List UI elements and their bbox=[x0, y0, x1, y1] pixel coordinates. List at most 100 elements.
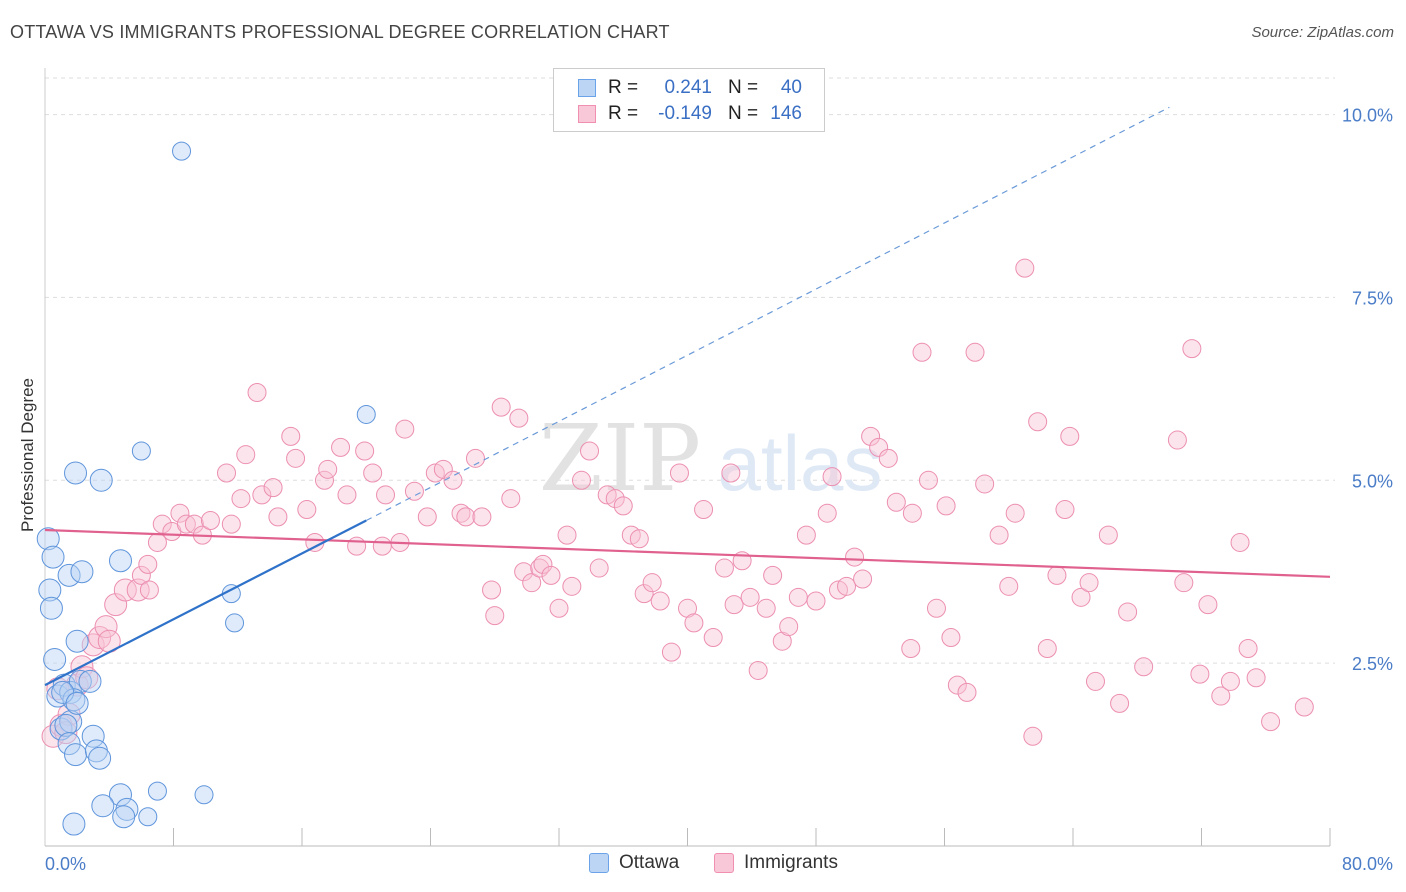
data-point bbox=[694, 500, 714, 520]
data-point bbox=[337, 485, 357, 505]
data-point bbox=[1023, 726, 1043, 746]
data-point bbox=[748, 660, 768, 680]
data-point bbox=[1028, 412, 1048, 432]
data-point bbox=[936, 496, 956, 516]
data-point bbox=[172, 141, 192, 161]
data-point bbox=[139, 580, 159, 600]
data-point bbox=[533, 554, 553, 574]
data-point bbox=[886, 492, 906, 512]
data-point bbox=[571, 470, 591, 490]
data-point bbox=[297, 500, 317, 520]
data-point bbox=[64, 461, 88, 485]
n-label: N = bbox=[728, 77, 759, 98]
data-point bbox=[176, 514, 196, 534]
immigrants-legend-swatch bbox=[714, 853, 734, 873]
data-point bbox=[456, 507, 476, 527]
immigrants-regression-line bbox=[44, 528, 1331, 578]
data-point bbox=[363, 463, 383, 483]
data-point bbox=[221, 514, 241, 534]
data-point bbox=[861, 426, 881, 446]
data-point bbox=[318, 459, 338, 479]
data-point bbox=[822, 467, 842, 487]
data-point bbox=[472, 507, 492, 527]
data-point bbox=[131, 441, 151, 461]
data-point bbox=[372, 536, 392, 556]
immigrants-points bbox=[41, 258, 1314, 748]
data-point bbox=[869, 437, 889, 457]
y-tick-label: 7.5% bbox=[1352, 288, 1393, 308]
data-point bbox=[395, 419, 415, 439]
data-point bbox=[236, 445, 256, 465]
data-point bbox=[51, 680, 75, 704]
data-point bbox=[1037, 639, 1057, 659]
data-point bbox=[806, 591, 826, 611]
data-point bbox=[1110, 693, 1130, 713]
data-point bbox=[509, 408, 529, 428]
data-point bbox=[902, 503, 922, 523]
data-point bbox=[81, 724, 105, 748]
data-point bbox=[926, 598, 946, 618]
data-point bbox=[684, 613, 704, 633]
data-point bbox=[1238, 639, 1258, 659]
data-point bbox=[1005, 503, 1025, 523]
data-point bbox=[756, 598, 776, 618]
data-point bbox=[779, 617, 799, 637]
ottawa-points bbox=[36, 141, 376, 836]
data-point bbox=[356, 404, 376, 424]
data-point bbox=[912, 342, 932, 362]
watermark-atlas: atlas bbox=[718, 419, 883, 507]
data-point bbox=[562, 576, 582, 596]
watermark: ZIP atlas bbox=[539, 405, 882, 512]
data-point bbox=[965, 342, 985, 362]
data-point bbox=[376, 485, 396, 505]
data-point bbox=[417, 507, 437, 527]
data-point bbox=[522, 573, 542, 593]
data-point bbox=[1230, 532, 1250, 552]
data-point bbox=[36, 527, 60, 551]
data-point bbox=[1190, 664, 1210, 684]
data-point bbox=[721, 463, 741, 483]
data-point bbox=[1261, 712, 1281, 732]
data-point bbox=[1198, 595, 1218, 615]
data-point bbox=[152, 514, 172, 534]
data-point bbox=[1167, 430, 1187, 450]
data-point bbox=[170, 503, 190, 523]
data-point bbox=[281, 426, 301, 446]
data-point bbox=[999, 576, 1019, 596]
data-point bbox=[94, 615, 118, 639]
data-point bbox=[286, 448, 306, 468]
data-point bbox=[724, 595, 744, 615]
chart-title: OTTAWA VS IMMIGRANTS PROFESSIONAL DEGREE… bbox=[10, 22, 670, 42]
data-point bbox=[200, 511, 220, 531]
data-point bbox=[57, 563, 81, 587]
data-point bbox=[75, 666, 99, 690]
watermark-zip: ZIP bbox=[539, 405, 701, 512]
data-point bbox=[465, 448, 485, 468]
y-tick-label: 5.0% bbox=[1352, 471, 1393, 491]
y-tick-label: 10.0% bbox=[1342, 106, 1393, 126]
data-point bbox=[845, 547, 865, 567]
data-point bbox=[1047, 565, 1067, 585]
data-point bbox=[1182, 339, 1202, 359]
data-point bbox=[853, 569, 873, 589]
data-point bbox=[225, 613, 245, 633]
data-point bbox=[263, 478, 283, 498]
r-label: R = bbox=[608, 103, 639, 124]
x-tick-label: 0.0% bbox=[45, 854, 86, 874]
y-tick-label: 2.5% bbox=[1352, 654, 1393, 674]
data-point bbox=[1079, 573, 1099, 593]
data-point bbox=[147, 781, 167, 801]
legend-item-immigrants[interactable]: Immigrants bbox=[714, 852, 838, 874]
data-point bbox=[91, 794, 115, 818]
data-point bbox=[485, 606, 505, 626]
data-point bbox=[138, 554, 158, 574]
data-point bbox=[217, 463, 237, 483]
data-point bbox=[650, 591, 670, 611]
data-point bbox=[549, 598, 569, 618]
legend-item-ottawa[interactable]: Ottawa bbox=[589, 852, 679, 874]
y-axis-label: Professional Degree bbox=[18, 378, 37, 532]
data-point bbox=[613, 496, 633, 516]
data-point bbox=[252, 485, 272, 505]
x-tick-label: 80.0% bbox=[1342, 854, 1393, 874]
ottawa-swatch bbox=[578, 79, 596, 97]
